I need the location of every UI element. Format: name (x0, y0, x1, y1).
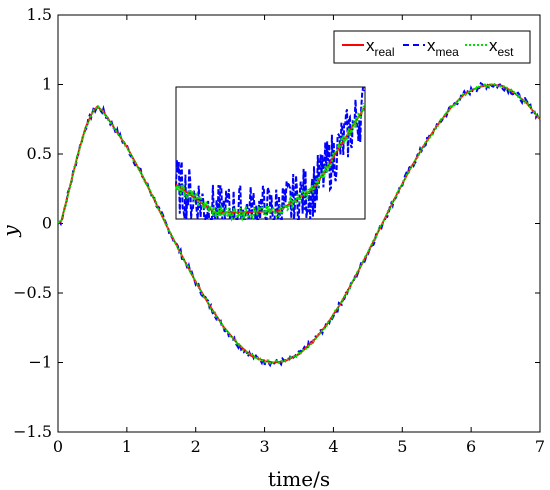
legend-label-est: xest (489, 36, 514, 59)
x-tick-label: 2 (191, 437, 201, 456)
x-tick-label: 1 (122, 437, 132, 456)
y-tick-label: −1.5 (13, 422, 52, 441)
inset-series-mea (175, 86, 366, 220)
y-tick-label: 0 (42, 214, 52, 233)
y-tick-label: −1 (28, 353, 52, 372)
inset-layer (175, 86, 366, 222)
y-axis-ticks: 1.5 1 0.5 0 −0.5 −1 −1.5 (13, 5, 540, 441)
legend-label-mea: xmea (427, 36, 459, 59)
x-tick-label: 3 (259, 437, 269, 456)
series-line-mea (57, 81, 541, 368)
legend: xreal xmea xest (333, 30, 531, 64)
legend-label-real: xreal (366, 36, 395, 59)
y-axis-label: y (0, 225, 22, 238)
y-tick-label: 0.5 (27, 144, 52, 163)
inset-series-est (175, 102, 366, 222)
y-tick-label: 1 (42, 75, 52, 94)
x-tick-label: 7 (535, 437, 545, 456)
x-tick-label: 0 (53, 437, 63, 456)
legend-box (333, 30, 531, 64)
y-tick-label: 1.5 (27, 5, 52, 24)
plot-area (57, 14, 541, 433)
x-tick-label: 5 (397, 437, 407, 456)
x-tick-label: 6 (466, 437, 476, 456)
x-axis-ticks: 0 1 2 3 4 5 6 7 (53, 15, 545, 456)
series-layer (57, 81, 541, 368)
x-axis-label: time/s (268, 467, 330, 490)
y-tick-label: −0.5 (13, 283, 52, 302)
series-line-est (57, 82, 541, 365)
x-tick-label: 4 (328, 437, 338, 456)
